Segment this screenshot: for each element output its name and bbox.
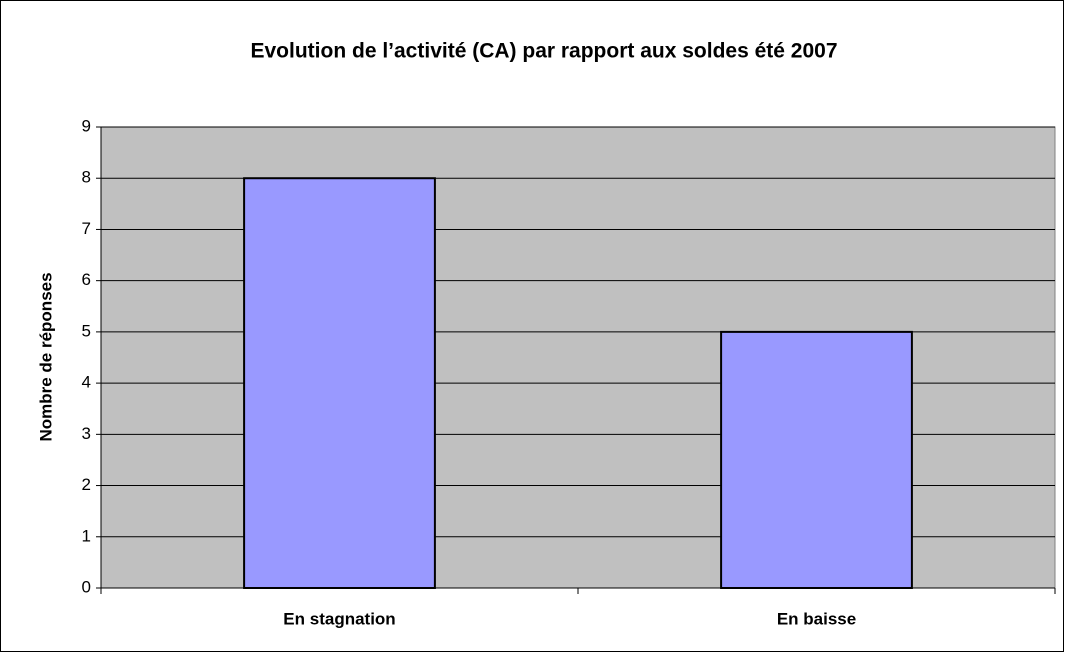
y-tick-label: 6 [82,270,91,289]
y-tick-label: 8 [82,168,91,187]
chart-title: Evolution de l’activité (CA) par rapport… [251,40,838,63]
y-tick-label: 0 [82,577,91,596]
y-tick-label: 9 [82,116,91,135]
y-tick-label: 2 [82,475,91,494]
y-tick-label: 5 [82,321,91,340]
y-tick-label: 7 [82,219,91,238]
y-tick-label: 1 [82,526,91,545]
y-axis-label: Nombre de réponses [36,272,55,441]
bar [720,330,913,589]
bar [243,177,436,589]
y-tick-label: 4 [82,373,91,392]
y-tick-label: 3 [82,424,91,443]
x-tick-label: En baisse [777,609,856,628]
x-tick-label: En stagnation [283,609,395,628]
